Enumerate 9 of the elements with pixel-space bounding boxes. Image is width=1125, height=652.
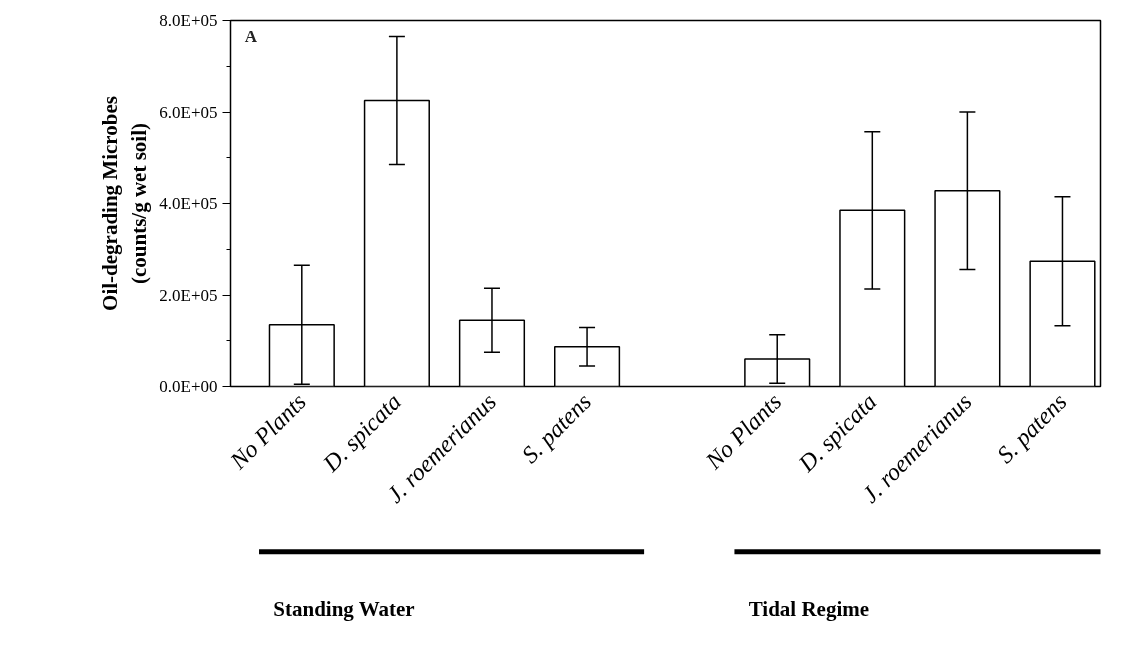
y-tick-label: 2.0E+05 <box>159 285 218 305</box>
annotation: A <box>244 27 258 47</box>
y-axis-title: Oil-degrading Microbes (counts/g wet soil) <box>98 96 152 311</box>
text: Tidal Regime <box>748 596 870 621</box>
text: Standing Water <box>273 596 415 621</box>
y-tick-label: 4.0E+05 <box>159 194 218 213</box>
y-tick-label: 8.0E+05 <box>159 11 218 30</box>
y-tick-label: 0.0E+00 <box>159 377 218 396</box>
y-tick-label: 6.0E+05 <box>159 102 218 122</box>
